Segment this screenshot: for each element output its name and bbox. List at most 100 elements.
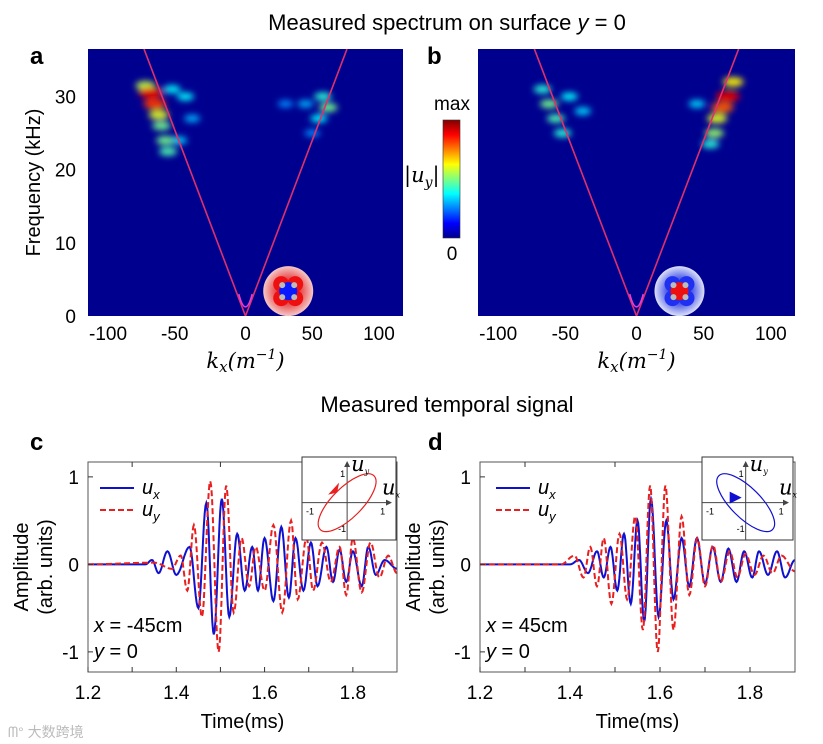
dispersion-line-low	[238, 293, 253, 308]
y-tick-label: 10	[55, 234, 76, 255]
heatmap-blob	[574, 107, 592, 116]
y-tick-label: 0	[68, 555, 79, 576]
scatterer-rod	[670, 294, 677, 301]
series-uy	[88, 481, 397, 653]
y-tick-label: -1	[62, 643, 79, 664]
inset-tick-label: 1	[340, 469, 345, 479]
y-tick-label: 20	[55, 161, 76, 182]
watermark-logo-icon: ᗰ°	[8, 724, 24, 740]
y-tick-label: -1	[454, 643, 471, 664]
polarization-direction-arrow-icon	[328, 482, 340, 495]
x-tick-label: 50	[693, 324, 714, 345]
inset-x-arrow-icon	[386, 499, 392, 506]
heatmap-blob	[184, 114, 201, 123]
x-axis-label: Time(ms)	[201, 711, 285, 733]
plot-area	[88, 481, 397, 653]
x-tick-label: 1.8	[340, 683, 366, 704]
x-tick-label: 1.4	[163, 683, 190, 704]
x-tick-label: 1.2	[467, 683, 493, 704]
y-tick-label: 0	[460, 555, 471, 576]
scatterer-rod	[291, 282, 298, 289]
colorbar: max 0 |uy|	[404, 94, 470, 265]
panel-d-signal: 1.2 1.4 1.6 1.8 -1 0 1 Time(ms) Amplitude (arb. u…	[403, 452, 798, 733]
panel-label-c: c	[30, 429, 43, 456]
colorbar-label: |uy|	[404, 163, 440, 191]
x-tick-label: 100	[363, 324, 395, 345]
y-tick-label: 1	[68, 468, 79, 489]
x-tick-label: -50	[552, 324, 579, 345]
dispersion-line-low	[629, 293, 644, 308]
inset-tick-label: -1	[737, 524, 745, 534]
heatmap-blob-layer	[135, 80, 338, 156]
heatmap-blob	[277, 100, 294, 108]
legend-label: uy	[538, 499, 557, 524]
series-ux	[480, 494, 795, 622]
inset-tick-label: -1	[306, 507, 314, 517]
spectrum-title: Measured spectrum on surface y = 0	[268, 10, 626, 35]
x-tick-label: 1.6	[647, 683, 673, 704]
panel-label-d: d	[428, 429, 443, 456]
y-tick-label: 1	[460, 468, 471, 489]
heatmap-blob	[707, 113, 728, 124]
heatmap-blob	[176, 92, 194, 101]
heatmap-blob	[704, 128, 724, 138]
polarization-direction-arrow-icon	[729, 491, 742, 504]
dispersion-line	[143, 49, 348, 316]
heatmap-blob	[701, 139, 720, 149]
plot-area	[480, 485, 795, 653]
inset-x-label: ux	[382, 476, 401, 500]
scatterer-rod	[279, 282, 286, 289]
colorbar-max-label: max	[434, 94, 470, 115]
x-tick-label: 1.2	[75, 683, 101, 704]
inset-tick-label: -1	[338, 524, 346, 534]
x-tick-label: 100	[755, 324, 787, 345]
heatmap-blob	[138, 87, 163, 99]
x-tick-label: 50	[302, 324, 323, 345]
heatmap-background	[88, 49, 403, 316]
scatterer-rod	[279, 294, 286, 301]
y-axis-label-units: (arb. units)	[427, 519, 449, 615]
heatmap-background	[478, 49, 795, 316]
position-annotation: y = 0	[484, 641, 530, 663]
watermark: ᗰ° 大数跨境	[8, 724, 84, 740]
scatterer-rod	[670, 282, 677, 289]
position-annotation: x = -45cm	[93, 615, 182, 637]
legend-label: uy	[142, 499, 161, 524]
x-tick-label: -50	[161, 324, 188, 345]
heatmap-blob	[163, 85, 181, 94]
polarization-ellipse	[716, 473, 776, 533]
y-axis-label: Frequency (kHz)	[23, 109, 45, 257]
x-tick-label: 1.8	[737, 683, 763, 704]
heatmap-blob	[148, 110, 169, 120]
inset-y-arrow-icon	[742, 461, 749, 467]
heatmap-blob	[304, 129, 320, 137]
scatterer-rod	[682, 294, 689, 301]
x-axis-label: Time(ms)	[596, 711, 680, 733]
y-axis-label: Amplitude	[403, 523, 425, 612]
inset-y-arrow-icon	[344, 461, 351, 467]
panel-c-signal: 1.2 1.4 1.6 1.8 -1 0 1 Time(ms) Amplitude (arb. u…	[11, 452, 401, 733]
inset-frame	[301, 456, 397, 541]
panel-a-heatmap: -100 -50 0 50 100 0 10 20 30 Frequency (kHz) kx(m−…	[23, 49, 403, 376]
y-tick-label: 0	[65, 307, 76, 328]
heatmap-blob	[319, 103, 338, 112]
x-axis-label: kx(m−1)	[597, 347, 675, 376]
y-tick-label: 30	[55, 88, 76, 109]
position-annotation: y = 0	[92, 641, 138, 663]
heatmap-blob	[156, 136, 175, 145]
heatmap-blob	[143, 98, 167, 110]
heatmap-blob	[533, 85, 552, 94]
heatmap-blob	[297, 99, 314, 108]
x-axis-label: kx(m−1)	[206, 347, 284, 376]
heatmap-blob	[553, 128, 572, 138]
y-axis-label-units: (arb. units)	[35, 519, 57, 615]
heatmap-blobs	[135, 49, 348, 316]
heatmap-blobs	[533, 49, 744, 316]
x-tick-label: -100	[89, 324, 127, 345]
scatterer-rod	[291, 294, 298, 301]
heatmap-blob	[688, 99, 706, 108]
inset-frame	[701, 456, 794, 541]
x-tick-label: 0	[631, 324, 642, 345]
